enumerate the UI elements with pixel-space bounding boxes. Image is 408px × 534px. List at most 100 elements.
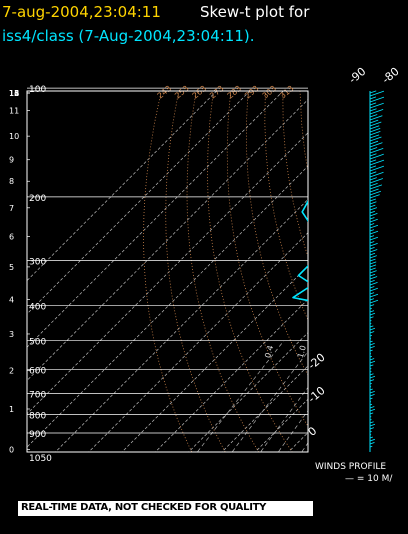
mixing-ratio-line (231, 350, 308, 452)
plot-title: Skew-t plot for (200, 3, 310, 21)
wind-barb (369, 142, 383, 148)
quality-note: REAL-TIME DATA, NOT CHECKED FOR QUALITY (21, 502, 267, 513)
wind-barb (369, 130, 381, 136)
wind-barb (369, 397, 373, 400)
isotherm-line (27, 91, 218, 282)
wind-barb (369, 281, 378, 286)
isotherm-line (121, 265, 308, 452)
wind-barb (369, 201, 377, 205)
wind-barb (369, 230, 379, 235)
wind-barb (369, 147, 384, 154)
wind-barb (369, 279, 375, 283)
wind-barb (369, 436, 374, 439)
wind-barb (369, 310, 375, 313)
wind-barb (369, 236, 379, 241)
wind-barb (369, 190, 382, 196)
wind-barb (369, 390, 375, 394)
dewpoint-profile-line (292, 199, 308, 302)
isotherm-line (88, 232, 308, 452)
wind-barb (369, 171, 377, 175)
isotherm-line (27, 165, 308, 448)
wind-barb (369, 360, 376, 364)
wind-barb (369, 96, 385, 103)
wind-barb (369, 102, 384, 109)
wind-barb (369, 153, 377, 157)
isotherm-line (27, 91, 251, 315)
wind-barb (369, 128, 381, 133)
wind-barb (369, 421, 374, 424)
wind-barb (369, 194, 380, 199)
wind-barb (369, 218, 378, 223)
wind-barb (369, 159, 385, 166)
wind-barb (369, 267, 376, 271)
wind-barb (369, 419, 372, 421)
wind-barb (369, 304, 375, 307)
dry-adiabat-label: 313 (278, 84, 295, 101)
wind-barb (369, 327, 376, 331)
diagram-grid (27, 88, 408, 458)
dry-adiabat-label: 293 (243, 84, 260, 101)
pressure-tick-label: 1050 (29, 454, 52, 464)
dry-adiabat-label: 303 (261, 84, 278, 101)
wind-barb (369, 340, 373, 343)
wind-barb (369, 241, 375, 244)
dry-adiabat-line (369, 88, 408, 457)
wind-barb (369, 224, 379, 229)
wind-barb (369, 210, 375, 214)
wind-barb (369, 331, 375, 334)
wind-barb (369, 349, 373, 352)
wind-barb (369, 423, 376, 427)
wind-barb (369, 325, 374, 328)
pressure-tick-label: 300 (29, 258, 46, 268)
wind-barb (369, 373, 374, 376)
pressure-tick-label: 800 (29, 411, 46, 421)
wind-barb (369, 358, 375, 361)
wind-barb (369, 287, 378, 292)
isotherm-line (383, 88, 408, 457)
moist-adiabat-line (344, 197, 373, 450)
height-tick-label: 15 (9, 89, 19, 98)
wind-barb (369, 307, 372, 310)
wind-barb (369, 249, 378, 253)
wind-barb (369, 235, 375, 238)
wind-barb (369, 108, 377, 112)
moist-adiabat-line (398, 197, 408, 450)
plot-subtitle: iss4/class (7-Aug-2004,23:04:11). (2, 27, 255, 45)
wind-barb (369, 114, 378, 118)
wind-barb (369, 204, 376, 208)
dry-adiabat-line (165, 91, 226, 452)
dry-adiabat-label: 263 (191, 84, 208, 101)
height-tick-label: 8 (9, 177, 14, 186)
wind-barb (369, 171, 384, 178)
height-tick-label: 5 (9, 263, 14, 272)
dry-adiabat-line (317, 88, 408, 457)
wind-barb (369, 442, 375, 445)
pressure-tick-label: 900 (29, 430, 46, 440)
wind-barb (369, 121, 382, 127)
wind-barb (369, 207, 378, 211)
pressure-tick-label: 500 (29, 338, 46, 348)
wind-barb (369, 345, 375, 349)
isotherm-line (27, 99, 308, 381)
wind-barb (369, 299, 379, 304)
dry-adiabat-line (186, 91, 260, 452)
moist-adiabat-line (371, 197, 398, 450)
isotherm-line (154, 298, 308, 452)
wind-barb (369, 273, 376, 277)
wind-barb (369, 102, 377, 106)
dry-adiabat-line (245, 91, 308, 376)
wind-barb (369, 382, 372, 385)
mixing-ratio-line (321, 341, 402, 458)
wind-barb (369, 153, 384, 160)
wind-barb (369, 252, 376, 256)
axes-layer: 1002003004005006007008009001050012345678… (9, 65, 402, 464)
wind-barb (369, 229, 375, 232)
wind-barb (369, 188, 379, 193)
sounding-layer (292, 199, 308, 302)
wind-barb (369, 147, 378, 151)
wind-barb (369, 292, 375, 295)
height-tick-label: 4 (9, 295, 14, 304)
quality-note-box: REAL-TIME DATA, NOT CHECKED FOR QUALITY (18, 501, 313, 516)
winds-profile (369, 90, 385, 452)
